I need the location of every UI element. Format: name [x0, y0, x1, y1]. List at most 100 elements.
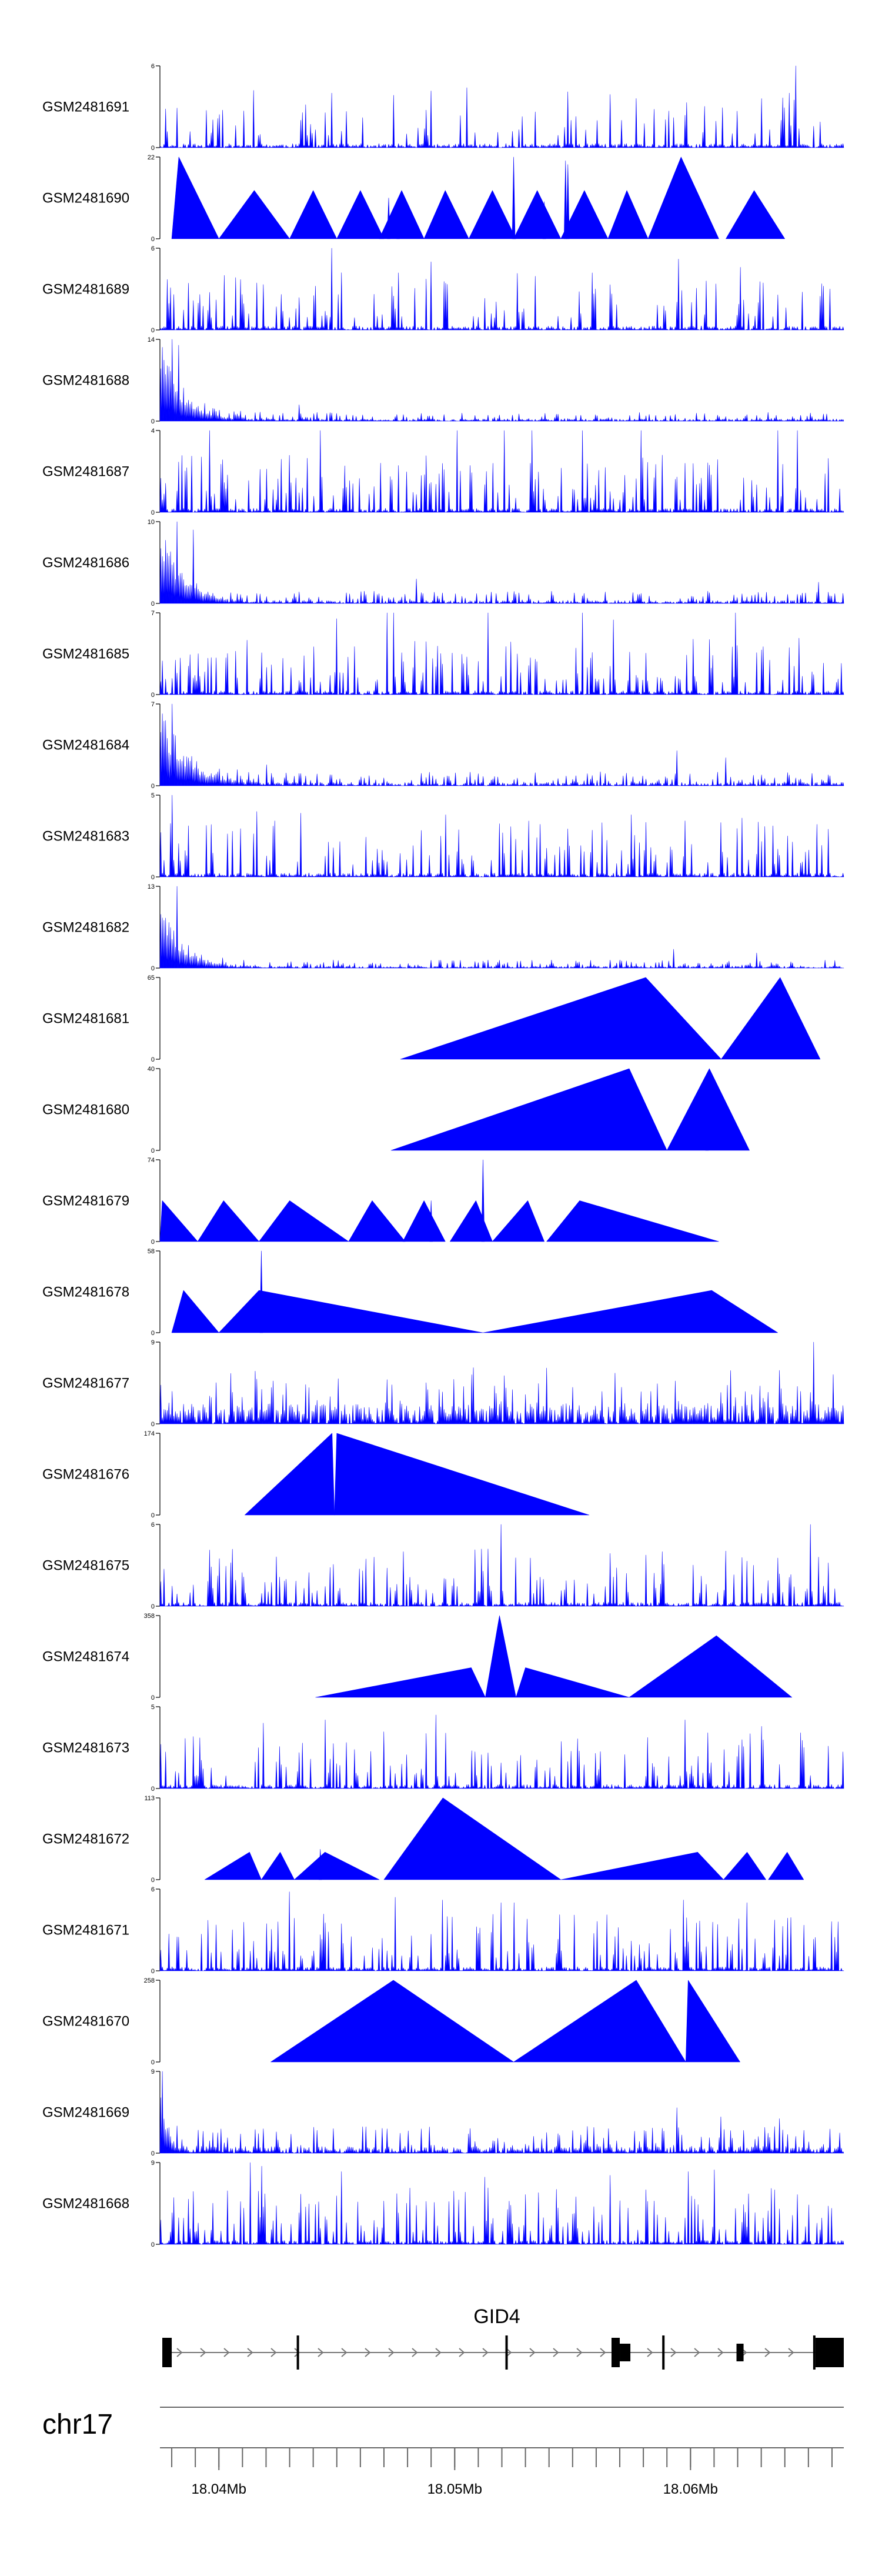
- coverage-spike: [563, 161, 567, 239]
- track-label: GSM2481672: [42, 1831, 129, 1847]
- track-label: GSM2481682: [42, 920, 129, 936]
- coverage-peak: [261, 1851, 295, 1880]
- y-tick-label-min: 0: [151, 965, 155, 972]
- strand-chevron: [365, 2348, 371, 2357]
- track-label: GSM2481687: [42, 464, 129, 480]
- coverage-peak: [560, 1851, 724, 1880]
- strand-chevron: [459, 2348, 465, 2357]
- exon: [813, 2335, 816, 2370]
- coverage-peak: [546, 1200, 719, 1242]
- strand-chevron: [600, 2348, 606, 2357]
- coverage-peak: [218, 190, 290, 239]
- coverage-peak: [492, 1200, 544, 1242]
- track-GSM2481689: GSM2481689 6 0: [42, 245, 844, 334]
- strand-chevron: [788, 2348, 794, 2357]
- strand-chevron: [223, 2348, 230, 2357]
- exon: [162, 2338, 172, 2367]
- y-tick-label-max: 6: [151, 63, 155, 70]
- coverage-peak: [513, 190, 562, 239]
- coverage-area: [159, 2071, 844, 2154]
- coverage-peak: [289, 190, 338, 239]
- track-GSM2481687: GSM2481687 4 0: [42, 428, 844, 516]
- y-tick-label-min: 0: [151, 1512, 155, 1519]
- coverage-area: [159, 339, 844, 422]
- y-tick-label-min: 0: [151, 1603, 155, 1610]
- y-tick-label-min: 0: [151, 1786, 155, 1793]
- track-GSM2481684: GSM2481684 7 0: [42, 701, 844, 790]
- coverage-peak: [197, 1200, 259, 1242]
- coverage-spike: [542, 201, 546, 239]
- coverage-area: [159, 2162, 844, 2245]
- y-tick-label-max: 4: [151, 428, 155, 435]
- track-label: GSM2481676: [42, 1467, 129, 1483]
- y-tick-label-min: 0: [151, 2059, 155, 2066]
- y-tick-label-min: 0: [151, 2150, 155, 2157]
- y-tick-label-max: 6: [151, 1521, 155, 1529]
- track-GSM2481672: GSM2481672 113 0: [42, 1795, 804, 1884]
- y-tick-label-max: 9: [151, 2068, 155, 2076]
- strand-chevron: [482, 2348, 489, 2357]
- coverage-peak: [423, 190, 469, 239]
- coverage-spike: [512, 156, 516, 239]
- strand-chevron: [764, 2348, 771, 2357]
- coverage-area: [159, 248, 844, 331]
- y-tick-label-max: 7: [151, 610, 155, 617]
- strand-chevron: [200, 2348, 206, 2357]
- coverage-peak: [171, 1290, 219, 1333]
- y-tick-label-max: 14: [148, 336, 155, 343]
- track-GSM2481678: GSM2481678 58 0: [42, 1248, 779, 1337]
- coverage-area: [159, 1342, 844, 1424]
- y-tick-label-min: 0: [151, 236, 155, 243]
- y-tick-label-min: 0: [151, 1694, 155, 1701]
- y-tick-label-min: 0: [151, 692, 155, 699]
- y-tick-label-min: 0: [151, 1056, 155, 1063]
- exon: [815, 2338, 844, 2367]
- coverage-peak: [485, 1615, 516, 1698]
- strand-chevron: [717, 2348, 724, 2357]
- track-GSM2481686: GSM2481686 10 0: [42, 519, 844, 608]
- exon: [611, 2338, 620, 2367]
- strand-chevron: [529, 2348, 536, 2357]
- y-tick-label-max: 174: [144, 1430, 155, 1437]
- coverage-peak: [768, 1851, 804, 1880]
- exon: [505, 2335, 508, 2370]
- coverage-peak: [259, 1200, 349, 1242]
- track-label: GSM2481683: [42, 829, 129, 845]
- coverage-peak: [400, 977, 721, 1060]
- coverage-peak: [379, 190, 425, 239]
- track-GSM2481681: GSM2481681 65 0: [42, 975, 821, 1063]
- chromosome-label: chr17: [42, 2409, 113, 2440]
- track-GSM2481671: GSM2481671 6 0: [42, 1886, 844, 1975]
- track-GSM2481691: GSM2481691 6 0: [42, 63, 844, 152]
- y-tick-label-max: 10: [148, 519, 155, 526]
- y-tick-label-min: 0: [151, 600, 155, 608]
- coverage-area: [159, 1524, 844, 1607]
- track-GSM2481673: GSM2481673 5 0: [42, 1704, 844, 1793]
- y-tick-label-min: 0: [151, 145, 155, 152]
- track-label: GSM2481685: [42, 646, 129, 662]
- coverage-peak: [469, 190, 516, 239]
- gene-label: GID4: [473, 2305, 520, 2328]
- strand-chevron: [506, 2348, 512, 2357]
- genome-axis-tick-label: 18.04Mb: [192, 2481, 246, 2497]
- y-tick-label-max: 5: [151, 792, 155, 799]
- coverage-spike: [566, 164, 570, 239]
- strand-chevron: [694, 2348, 700, 2357]
- exon: [296, 2335, 299, 2370]
- coverage-spike: [705, 1089, 709, 1151]
- track-label: GSM2481669: [42, 2105, 129, 2121]
- track-GSM2481676: GSM2481676 174 0: [42, 1430, 590, 1519]
- coverage-spike: [318, 1849, 322, 1880]
- strand-chevron: [270, 2348, 277, 2357]
- exon: [662, 2335, 665, 2370]
- coverage-peak: [334, 1433, 590, 1516]
- exon: [620, 2344, 631, 2361]
- y-tick-label-min: 0: [151, 1147, 155, 1154]
- track-label: GSM2481668: [42, 2196, 129, 2212]
- track-GSM2481690: GSM2481690 22 0: [42, 154, 786, 243]
- y-tick-label-min: 0: [151, 783, 155, 790]
- coverage-area: [159, 612, 844, 695]
- coverage-spike: [259, 1250, 263, 1333]
- track-GSM2481668: GSM2481668 9 0: [42, 2160, 844, 2248]
- track-label: GSM2481671: [42, 1923, 129, 1938]
